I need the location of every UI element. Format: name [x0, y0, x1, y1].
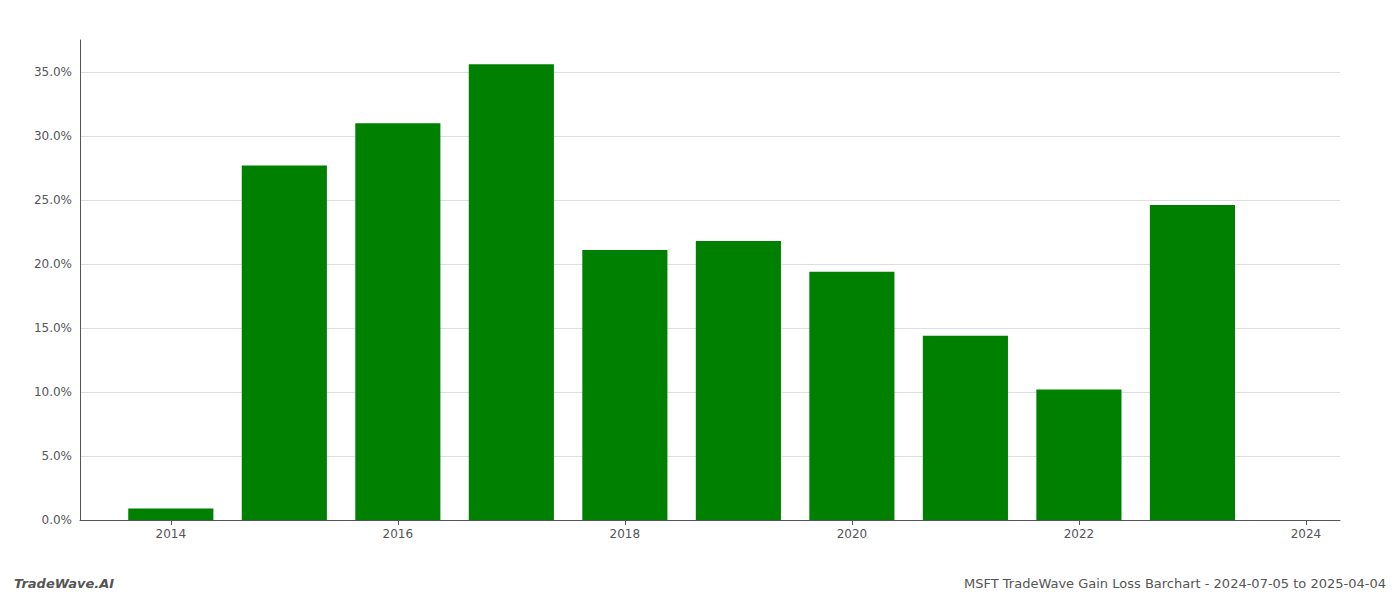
svg-text:10.0%: 10.0%	[34, 385, 72, 399]
svg-text:15.0%: 15.0%	[34, 321, 72, 335]
svg-text:25.0%: 25.0%	[34, 193, 72, 207]
svg-text:2018: 2018	[610, 527, 641, 541]
svg-text:0.0%: 0.0%	[42, 513, 73, 527]
svg-text:35.0%: 35.0%	[34, 65, 72, 79]
svg-text:2014: 2014	[156, 527, 187, 541]
svg-text:MSFT TradeWave Gain Loss Barch: MSFT TradeWave Gain Loss Barchart - 2024…	[964, 576, 1386, 591]
svg-text:2022: 2022	[1064, 527, 1095, 541]
svg-text:30.0%: 30.0%	[34, 129, 72, 143]
svg-text:2024: 2024	[1291, 527, 1322, 541]
svg-text:TradeWave.AI: TradeWave.AI	[14, 576, 114, 591]
svg-text:2016: 2016	[383, 527, 414, 541]
svg-text:20.0%: 20.0%	[34, 257, 72, 271]
svg-text:5.0%: 5.0%	[42, 449, 73, 463]
svg-text:2020: 2020	[837, 527, 868, 541]
